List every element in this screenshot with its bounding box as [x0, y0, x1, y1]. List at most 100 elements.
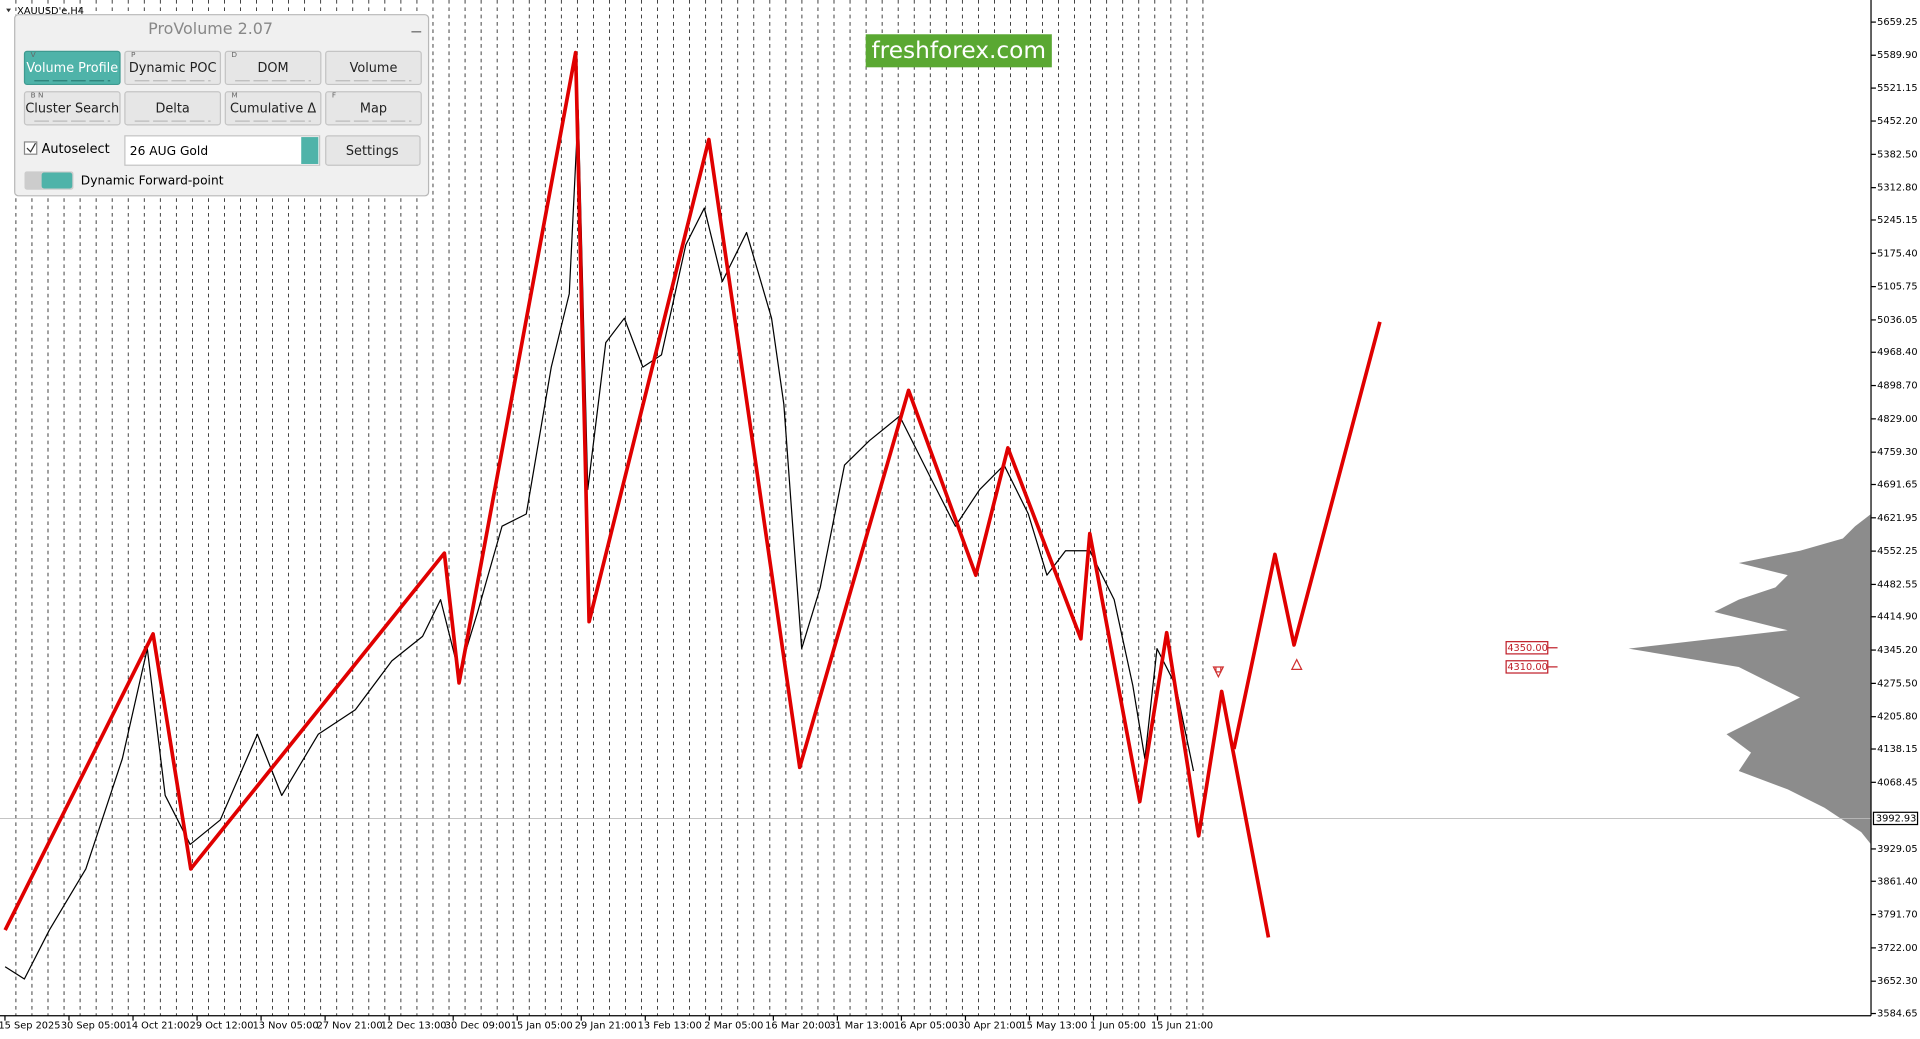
panel-button[interactable] — [124, 50, 222, 86]
y-tick-label: 4759.30 — [1877, 447, 1917, 458]
y-tick-label: 4414.90 — [1877, 612, 1917, 623]
y-tick-label: 5036.05 — [1877, 315, 1917, 326]
y-tick-label: 5175.40 — [1877, 248, 1917, 259]
autoselect-label: Autoselect — [42, 142, 110, 157]
provolume-panel: ProVolume 2.07 Volume Profile V Dynamic PO… — [14, 14, 430, 197]
x-tick-label: 29 Jan 21:00 — [575, 1021, 637, 1032]
y-tick-label: 5589.90 — [1877, 50, 1917, 61]
watermark-box — [865, 34, 1052, 68]
button-key: B N — [31, 90, 44, 99]
check-mark — [26, 142, 37, 153]
x-tick-label: 29 Oct 12:00 — [190, 1021, 254, 1032]
panel-button[interactable] — [224, 50, 322, 86]
y-tick-label: 3861.40 — [1877, 876, 1917, 887]
button-label: Cluster Search — [25, 101, 119, 116]
x-tick-label: 14 Oct 21:00 — [126, 1021, 190, 1032]
x-tick-label: 27 Nov 21:00 — [317, 1021, 383, 1032]
x-tick-label: 16 Mar 20:00 — [765, 1021, 830, 1032]
spinner[interactable] — [301, 137, 319, 164]
button-label: Cumulative Δ — [230, 101, 316, 116]
x-tick-label: 15 Sep 2025 — [0, 1021, 60, 1032]
y-tick-label: 3722.00 — [1877, 943, 1917, 954]
level-label: 4310.00 — [1507, 662, 1547, 673]
up-arrow — [1290, 658, 1303, 671]
button-label: Map — [360, 101, 387, 116]
y-tick-label: 4275.50 — [1877, 678, 1917, 689]
x-tick-label: 15 Jun 21:00 — [1151, 1021, 1213, 1032]
y-tick-label: 5245.15 — [1877, 215, 1917, 226]
button-label: DOM — [258, 61, 289, 76]
y-tick-label: 3791.70 — [1877, 910, 1917, 921]
y-tick-label: 4691.65 — [1877, 480, 1917, 491]
x-tick-label: 30 Sep 05:00 — [61, 1021, 126, 1032]
down-arrow — [1212, 666, 1225, 679]
button-key: D — [231, 50, 237, 59]
y-tick-label: 4138.15 — [1877, 744, 1917, 755]
settings-label: Settings — [346, 144, 399, 159]
x-tick-label: 2 Mar 05:00 — [704, 1021, 763, 1032]
y-tick-label: 5382.50 — [1877, 149, 1917, 160]
instrument: 26 AUG Gold — [130, 144, 208, 158]
y-tick-label: 3652.30 — [1877, 976, 1917, 987]
last-price-box — [1872, 811, 1919, 826]
checkbox[interactable] — [23, 141, 38, 155]
y-tick-label: 5659.25 — [1877, 17, 1917, 28]
price-line — [1232, 321, 1382, 750]
panel-button[interactable] — [124, 91, 222, 126]
panel-title: ProVolume 2.07 — [148, 19, 273, 38]
y-tick-label: 4621.95 — [1877, 513, 1917, 524]
price-line — [3, 50, 1271, 938]
y-tick-label: 4345.20 — [1877, 645, 1917, 656]
toggle-label: Dynamic Forward-point — [81, 174, 224, 188]
y-tick-label: 5521.15 — [1877, 83, 1917, 94]
button-key: P — [131, 50, 136, 59]
y-tick-label: 4829.00 — [1877, 414, 1917, 425]
plot-area: 4350.00 4310.00 — [0, 50, 1872, 980]
price-line — [4, 109, 1195, 980]
x-tick-label: 31 Mar 13:00 — [829, 1021, 894, 1032]
panel-button[interactable] — [325, 50, 422, 86]
button-label: Volume — [350, 61, 398, 76]
button-label: Volume Profile — [26, 61, 118, 76]
level-box — [1505, 660, 1549, 674]
y-tick-label: 4552.25 — [1877, 546, 1917, 557]
button-label: Delta — [156, 101, 190, 116]
last-price-label: 3992.93 — [1876, 813, 1916, 824]
x-tick-label: 15 May 13:00 — [1020, 1021, 1087, 1032]
y-tick-label: 5105.75 — [1877, 282, 1917, 293]
settings-button[interactable] — [325, 135, 421, 166]
y-tick-label: 3929.05 — [1877, 844, 1917, 855]
level-box — [1505, 641, 1549, 655]
panel-button[interactable] — [23, 91, 121, 126]
panel-button[interactable] — [23, 50, 121, 86]
y-tick-label: 4898.70 — [1877, 381, 1917, 392]
x-tick-label: 13 Feb 13:00 — [638, 1021, 702, 1032]
y-tick-label: 4968.40 — [1877, 347, 1917, 358]
toggle-knob — [41, 172, 73, 189]
level-label: 4350.00 — [1507, 643, 1547, 654]
y-tick-label: 3584.65 — [1877, 1009, 1917, 1020]
y-tick-label: 4205.80 — [1877, 712, 1917, 723]
y-tick-label: 4482.55 — [1877, 579, 1917, 590]
button-key: F — [332, 90, 336, 99]
button-key: M — [231, 90, 237, 99]
x-tick-label: 15 Jan 05:00 — [511, 1021, 573, 1032]
x-tick-label: 13 Nov 05:00 — [253, 1021, 319, 1032]
volume-profile — [1628, 513, 1872, 845]
menu-arrow[interactable] — [6, 8, 12, 13]
x-tick-label: 30 Apr 21:00 — [958, 1021, 1022, 1032]
button-label: Dynamic POC — [129, 61, 217, 76]
window-title: XAUUSD'e,H4 — [17, 6, 84, 17]
x-tick-label: 12 Dec 13:00 — [381, 1021, 447, 1032]
panel-button[interactable] — [224, 91, 322, 126]
x-tick-label: 16 Apr 05:00 — [894, 1021, 958, 1032]
watermark: freshforex.com — [871, 37, 1046, 64]
x-tick-label: 1 Jun 05:00 — [1090, 1021, 1146, 1032]
y-tick-label: 4068.45 — [1877, 777, 1917, 788]
button-key: V — [31, 50, 36, 59]
instrument-select[interactable] — [124, 135, 321, 166]
y-tick-label: 5452.20 — [1877, 116, 1917, 127]
panel-button[interactable] — [325, 91, 422, 126]
